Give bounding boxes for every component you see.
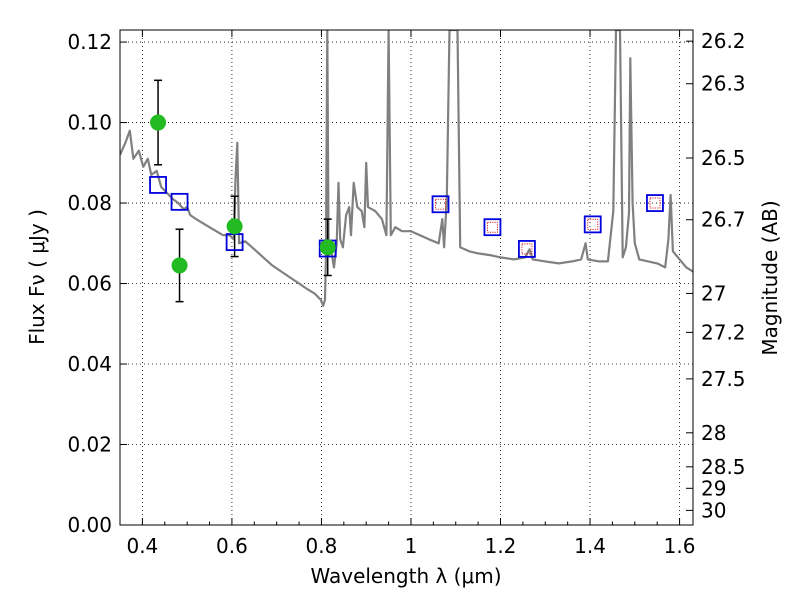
tick-labels: 0.4 0.6 0.8 1 1.2 1.4 1.6 0.00 0.02 0.04 0.06 0.08 0…	[67, 29, 745, 558]
observed-point	[150, 114, 167, 131]
x-tick-label: 1.2	[485, 534, 517, 558]
model-square	[149, 176, 167, 194]
mag-tick-label: 27.2	[701, 320, 746, 344]
observed-point	[171, 257, 188, 274]
y2-axis-title: Magnitude (AB)	[758, 200, 782, 355]
plot-frame	[119, 29, 694, 526]
data-markers	[149, 114, 664, 274]
model-square	[583, 215, 602, 234]
mag-tick-label: 26.2	[701, 29, 746, 53]
y-tick-label: 0.02	[67, 433, 112, 457]
y-tick-label: 0.06	[67, 272, 112, 296]
y-tick-label: 0.12	[67, 30, 112, 54]
mag-tick-label: 27.5	[701, 367, 746, 391]
mag-tick-label: 28.5	[701, 455, 746, 479]
mag-tick-label: 27	[701, 281, 726, 305]
x-tick-label: 0.8	[306, 534, 338, 558]
limit-square	[521, 243, 533, 255]
observed-point	[226, 218, 243, 235]
model-square	[483, 218, 502, 237]
x-tick-label: 1	[405, 534, 418, 558]
mag-tick-label: 29	[701, 476, 726, 500]
model-spectrum-layer	[120, 30, 693, 307]
x-tick-label: 1.4	[574, 534, 606, 558]
axis-ticks	[119, 30, 693, 526]
spectrum-line	[120, 30, 693, 307]
y-axis-title: Flux Fν ( μJy )	[25, 209, 49, 345]
mag-tick-label: 26.3	[701, 72, 746, 96]
limit-square	[649, 197, 661, 209]
limit-square	[435, 198, 447, 210]
y-tick-label: 0.10	[67, 111, 112, 135]
limit-square	[486, 221, 498, 233]
y-tick-label: 0.08	[67, 191, 112, 215]
x-tick-label: 1.6	[664, 534, 696, 558]
mag-tick-label: 26.7	[701, 208, 746, 232]
limit-square	[587, 218, 599, 230]
mag-tick-label: 30	[701, 498, 726, 522]
mag-tick-label: 28	[701, 421, 726, 445]
y-tick-label: 0.04	[67, 352, 112, 376]
error-bars	[154, 79, 332, 303]
model-square	[646, 194, 664, 212]
model-square	[518, 240, 536, 258]
observed-point	[319, 239, 336, 256]
model-square	[431, 195, 450, 214]
x-axis-title: Wavelength λ (μm)	[310, 564, 501, 588]
y-tick-label: 0.00	[67, 513, 112, 537]
x-tick-label: 0.6	[216, 534, 248, 558]
x-tick-label: 0.4	[126, 534, 158, 558]
mag-tick-label: 26.5	[701, 146, 746, 170]
model-square	[170, 192, 189, 211]
grid	[120, 30, 693, 526]
